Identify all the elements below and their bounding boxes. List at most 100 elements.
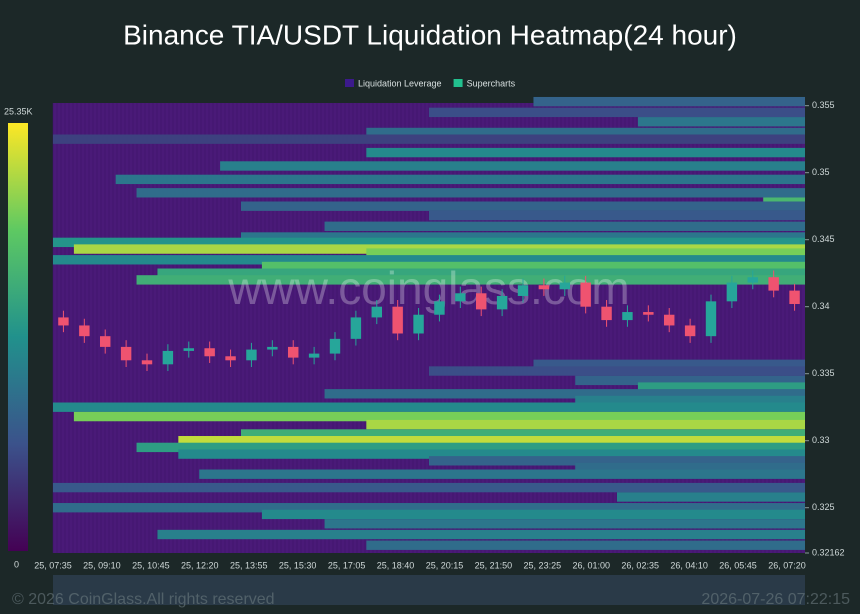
- y-tick-label: 0.335: [812, 368, 835, 378]
- navigator[interactable]: [53, 575, 805, 605]
- colorbar-min-label: 0: [14, 559, 19, 569]
- candle-body: [141, 360, 153, 365]
- legend-label: Liquidation Leverage: [358, 78, 442, 88]
- x-tick-label: 25, 15:30: [279, 560, 317, 570]
- candle-body: [308, 353, 320, 358]
- heat-band: [324, 221, 805, 231]
- heat-band: [324, 389, 805, 399]
- heat-band: [220, 161, 806, 171]
- heat-band: [241, 429, 805, 439]
- candle-body: [371, 306, 382, 318]
- heat-band: [575, 375, 805, 386]
- heat-band: [53, 503, 805, 513]
- candle-body: [476, 293, 487, 310]
- candle-body: [350, 317, 362, 339]
- heat-band: [178, 449, 806, 459]
- candle-body: [517, 285, 529, 296]
- candle-body: [664, 314, 675, 326]
- heat-band: [429, 456, 805, 466]
- heat-band: [241, 201, 805, 211]
- y-tick-label: 0.32162: [812, 547, 845, 557]
- colorbar-max-label: 25.35K: [4, 106, 33, 116]
- x-tick-label: 25, 13:55: [230, 560, 268, 570]
- heat-band: [136, 275, 806, 285]
- candle-body: [643, 312, 654, 315]
- candle-body: [538, 285, 550, 290]
- x-tick-label: 25, 07:35: [34, 560, 72, 570]
- candle-body: [183, 348, 194, 351]
- heat-band: [533, 96, 805, 107]
- y-tick-label: 0.355: [812, 100, 835, 110]
- colorbar: [8, 123, 28, 551]
- x-tick-label: 25, 12:20: [181, 560, 219, 570]
- heat-band: [53, 255, 805, 265]
- timestamp: 2026-07-26 07:22:15: [701, 591, 850, 608]
- candle-body: [79, 325, 90, 337]
- x-tick-label: 25, 09:10: [83, 560, 121, 570]
- candle-body: [496, 295, 508, 310]
- heat-band: [324, 519, 805, 529]
- chart-title: Binance TIA/USDT Liquidation Heatmap(24 …: [123, 19, 737, 50]
- candle-body: [246, 349, 257, 361]
- candle-body: [288, 346, 299, 358]
- y-tick-label: 0.325: [812, 502, 835, 512]
- x-tick-label: 26, 04:10: [670, 560, 708, 570]
- heat-band: [366, 147, 805, 158]
- candle-body: [392, 306, 403, 334]
- x-tick-label: 25, 21:50: [475, 560, 513, 570]
- legend-swatch: [453, 79, 463, 87]
- candle-body: [455, 293, 466, 302]
- heat-band: [617, 492, 805, 502]
- heat-band: [637, 117, 805, 127]
- x-tick-label: 25, 20:15: [426, 560, 464, 570]
- candle-body: [329, 338, 341, 354]
- candle-body: [705, 301, 717, 337]
- y-tick-label: 0.35: [812, 167, 830, 177]
- heat-band: [53, 237, 805, 248]
- heat-band: [261, 261, 805, 272]
- heat-band: [575, 462, 805, 473]
- candle-body: [225, 356, 236, 361]
- candle-body: [580, 282, 591, 307]
- candle-body: [204, 348, 215, 357]
- heat-band: [261, 509, 805, 520]
- candle-body: [601, 306, 612, 321]
- heat-band: [575, 395, 805, 406]
- x-tick-label: 26, 02:35: [621, 560, 659, 570]
- heat-band: [157, 529, 805, 540]
- heat-band: [136, 442, 806, 453]
- x-tick-label: 25, 10:45: [132, 560, 170, 570]
- candle-body: [434, 301, 445, 315]
- y-tick-label: 0.33: [812, 435, 830, 445]
- heat-band: [366, 540, 805, 550]
- candle-body: [162, 350, 174, 365]
- heat-band: [366, 248, 805, 258]
- x-tick-label: 25, 18:40: [377, 560, 415, 570]
- candle-body: [789, 290, 800, 305]
- heat-band: [533, 359, 805, 370]
- candle-body: [120, 346, 132, 361]
- heat-band: [53, 402, 805, 412]
- candle-body: [768, 277, 779, 291]
- heat-band: [199, 469, 805, 479]
- x-tick-label: 26, 01:00: [572, 560, 610, 570]
- footer: © 2026 CoinGlass.All rights reserved: [12, 591, 275, 608]
- heat-band: [136, 188, 806, 198]
- y-tick-label: 0.345: [812, 234, 835, 244]
- candle-body: [747, 277, 758, 283]
- x-tick-label: 26, 07:20: [768, 560, 806, 570]
- heat-band: [366, 419, 805, 430]
- heat-band: [366, 127, 805, 138]
- heat-band: [73, 411, 805, 422]
- candle-body: [559, 282, 570, 290]
- candle-body: [726, 282, 738, 302]
- heat-band: [178, 436, 806, 446]
- candle-body: [58, 317, 69, 326]
- plot-area: [52, 96, 806, 553]
- heat-band: [429, 107, 805, 118]
- legend-swatch: [345, 79, 354, 87]
- x-tick-label: 25, 23:25: [524, 560, 562, 570]
- candle-body: [622, 312, 633, 321]
- heat-band: [429, 210, 805, 221]
